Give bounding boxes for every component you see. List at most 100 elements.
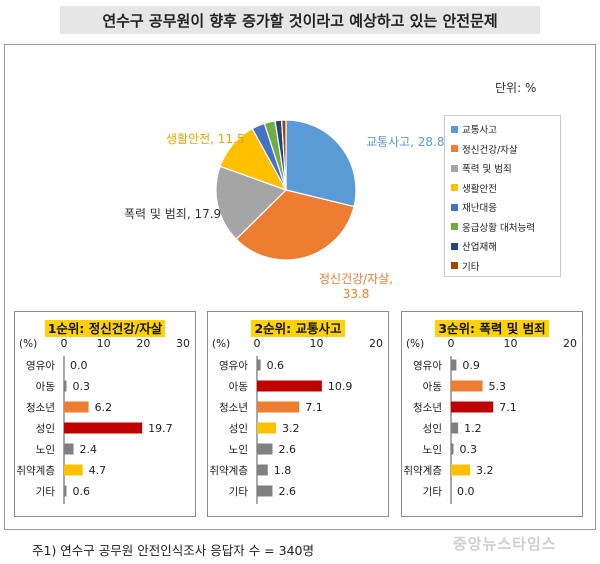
pie-legend: 교통사고 정신건강/자살 폭력 및 범죄 생활안전 재난대응 응급상황 대처능력 산업재해 기… [444,115,561,277]
rank3-bar-1 [451,380,483,392]
pie-label-violence: 폭력 및 범죄, 17.9 [124,205,221,222]
rank2-category-4: 노인 [229,444,248,456]
rank3-category-0: 영유아 [413,360,442,372]
legend-swatch-3 [451,184,458,191]
rank2-tick-2: 20 [369,337,383,350]
pie-slice-7 [280,119,287,191]
pie-label-mental: 정신건강/자살, 33.8 [319,270,393,301]
rank1-category-2: 청소년 [26,402,55,414]
pie-label-traffic-text: 교통사고, 28.8 [366,135,445,149]
rank1-value-label-4: 2.4 [80,443,98,456]
rank2-tick-1: 10 [310,337,324,350]
rank1-bar-3 [64,422,143,434]
rank3-value-label-5: 3.2 [476,464,494,477]
rank1-tick-0: 0 [61,337,68,350]
rank2-title-text: 2순위: 교통사고 [251,320,345,337]
rank2-bar-4 [257,443,273,455]
rank1-axis-unit: (%) [19,338,37,350]
rank1-tick-2: 20 [136,337,150,350]
rank1-value-label-3: 19.7 [148,422,173,435]
rank3-panel: 3순위: 폭력 및 범죄 (%) 0 10 20 영유아 0.9 아동 5.3 청소년 7.1 성인… [401,311,583,517]
rank3-value-label-2: 7.1 [499,401,517,414]
rank2-value-label-1: 10.9 [328,380,353,393]
rank1-value-label-2: 6.2 [95,401,113,414]
rank3-category-1: 아동 [423,381,443,393]
rank3-bar-chart: (%) 0 10 20 영유아 0.9 아동 5.3 청소년 7.1 성인 1.2 노인 0.3 취약계층 3… [403,337,577,504]
rank3-value-label-1: 5.3 [489,380,507,393]
legend-item-0: 교통사고 [451,122,497,136]
rank2-value-label-6: 2.6 [278,485,296,498]
rank2-category-6: 기타 [229,486,249,498]
rank3-tick-0: 0 [448,337,455,350]
rank2-bar-3 [257,422,277,434]
rank3-category-5: 취약계층 [403,465,442,477]
rank3-bar-2 [451,401,494,413]
unit-label: 단위: % [495,81,537,95]
rank1-value-label-0: 0.0 [70,359,88,372]
rank1-tick-1: 10 [97,337,111,350]
rank1-category-4: 노인 [36,444,55,456]
pie-label-violence-text: 폭력 및 범죄, 17.9 [124,207,222,221]
rank2-category-1: 아동 [229,381,249,393]
rank2-panel: 2순위: 교통사고 (%) 0 10 20 영유아 0.6 아동 10.9 청소년 7.1 성인 3.… [207,311,389,517]
rank1-bar-5 [64,464,83,476]
rank3-axis-unit: (%) [406,338,424,350]
pie-label-traffic: 교통사고, 28.8 [366,133,445,150]
rank2-category-3: 성인 [229,423,248,435]
rank1-value-label-1: 0.3 [73,380,91,393]
rank3-bar-0 [451,359,457,371]
rank2-value-label-2: 7.1 [305,401,323,414]
legend-item-6: 산업재해 [451,239,497,253]
legend-item-5: 응급상황 대처능력 [451,220,535,234]
rank2-bar-1 [257,380,322,392]
rank1-bar-4 [64,443,74,455]
rank1-value-label-5: 4.7 [89,464,107,477]
legend-label-3: 생활안전 [462,183,497,195]
watermark: 중앙뉴스타임스 [453,535,557,553]
rank3-value-label-0: 0.9 [462,359,479,372]
rank1-title: 1순위: 정신건강/자살 [15,318,195,337]
rank1-category-1: 아동 [36,381,56,393]
rank3-value-label-4: 0.3 [460,443,478,456]
legend-label-6: 산업재해 [462,242,497,253]
rank2-category-5: 취약계층 [209,465,248,477]
rank1-category-5: 취약계층 [16,465,55,477]
legend-swatch-0 [451,125,458,133]
rank3-title: 3순위: 폭력 및 범죄 [402,318,582,337]
rank1-bar-1 [64,380,67,392]
rank2-bar-2 [257,401,300,413]
rank1-title-text: 1순위: 정신건강/자살 [44,320,166,337]
legend-swatch-2 [451,164,458,172]
rank2-bar-chart: (%) 0 10 20 영유아 0.6 아동 10.9 청소년 7.1 성인 3.2 노인 2.6 취약계층… [209,337,383,504]
rank3-value-label-6: 0.0 [457,485,475,498]
pie-slice-0 [285,119,357,208]
legend-label-5: 응급상황 대처능력 [462,222,535,234]
pie-slice-2 [215,165,288,241]
rank2-tick-0: 0 [254,337,261,350]
pie-slice-1 [235,189,355,261]
rank3-bar-4 [451,443,454,455]
rank3-category-4: 노인 [423,444,442,456]
rank3-category-6: 기타 [423,486,443,498]
legend-swatch-5 [451,223,458,230]
rank3-category-3: 성인 [423,423,442,435]
footnote: 주1) 연수구 공무원 안전인식조사 응답자 수 = 340명 [32,543,314,558]
rank3-tick-1: 10 [504,337,518,350]
rank2-value-label-5: 1.8 [274,464,292,477]
page-title: 연수구 공무원이 향후 증가할 것이라고 예상하고 있는 안전문제 [60,6,540,34]
rank3-tick-2: 20 [563,337,577,350]
rank2-axis-unit: (%) [212,338,230,350]
rank2-category-2: 청소년 [219,402,248,414]
rank3-value-label-3: 1.2 [464,422,482,435]
legend-item-4: 재난대응 [451,200,497,214]
rank2-value-label-3: 3.2 [282,422,300,435]
legend-swatch-1 [451,145,458,152]
pie-label-mental-text: 정신건강/자살, [319,272,394,286]
rank2-value-label-4: 2.6 [278,443,296,456]
legend-swatch-6 [451,242,458,250]
rank1-bar-chart: (%) 0 10 20 30 영유아 0.0 아동 0.3 청소년 6.2 성인 19.7 노인 2.4 취약… [16,337,190,504]
page-title-text: 연수구 공무원이 향후 증가할 것이라고 예상하고 있는 안전문제 [102,11,498,30]
legend-label-1: 정신건강/자살 [462,144,518,156]
rank2-bar-5 [257,464,268,476]
